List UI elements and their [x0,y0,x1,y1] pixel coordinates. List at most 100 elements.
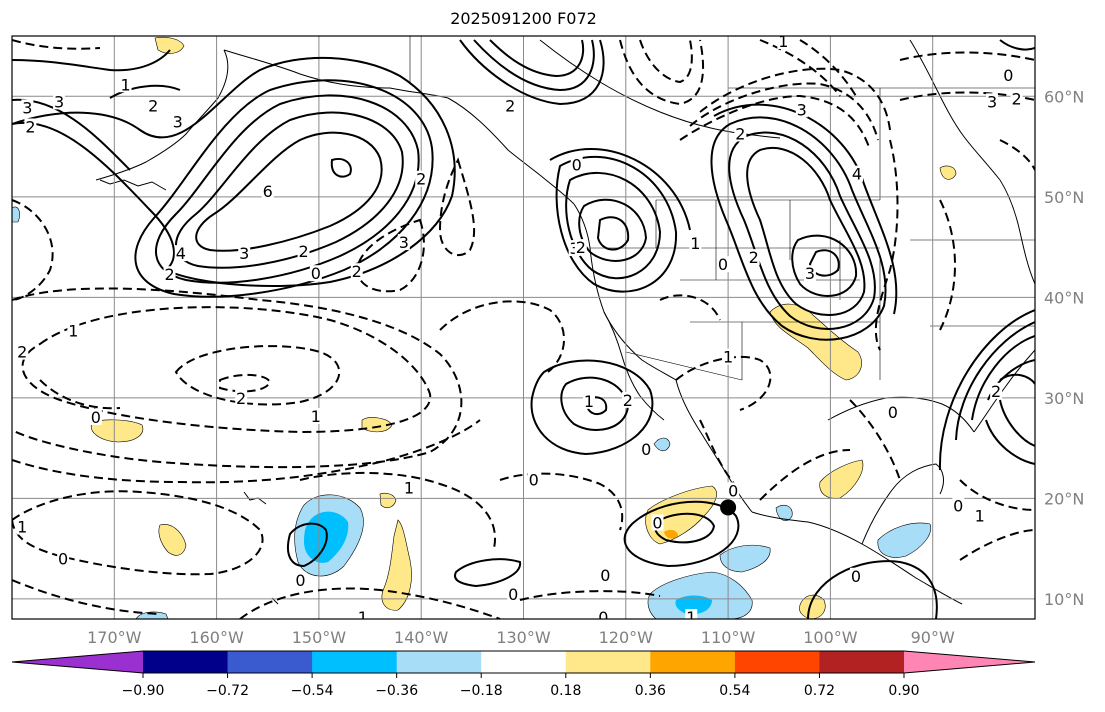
positive-anomaly-patch [90,419,144,443]
contour-label-bg [171,113,184,130]
contour-label-bg [397,234,410,251]
contour-label-bg [886,403,899,420]
contour-label-bg [651,514,664,531]
anomaly-shading [12,36,957,619]
positive-contour [555,155,678,293]
contour-label: 3 [173,112,183,131]
contour-label: 0 [598,608,608,627]
contour-label: 0 [641,440,651,459]
lat-tick-label: 10°N [1044,590,1084,609]
contour-label: 2 [991,382,1001,401]
contour-label: 3 [797,100,807,119]
positive-contour [549,148,691,231]
negative-contour [799,39,857,97]
positive-contour [938,309,1035,471]
positive-contour [999,39,1035,51]
positive-contour [728,131,876,330]
colorbar-tick-label: 0.18 [550,683,581,699]
colorbar-tick-label: 0.72 [804,683,835,699]
negative-contour [39,379,121,410]
positive-anomaly-patch [158,524,187,556]
contour-label-bg [67,322,80,339]
colorbar-tick-label: −0.36 [375,683,418,699]
positive-contour [454,558,522,588]
contour-label-bg [777,36,790,50]
negative-anomaly-patch [775,504,793,521]
colorbar-tick-label: 0.90 [888,683,919,699]
positive-contour [985,419,1035,465]
contour-label: 0 [58,550,68,569]
lat-tick-label: 40°N [1044,288,1084,307]
negative-contour [849,399,901,481]
contour-label: 4 [176,244,186,263]
negative-contour [759,39,841,97]
positive-contour [195,131,383,252]
contour-label: 2 [505,96,515,115]
contour-label: 3 [987,92,997,111]
colorbar-tick-label: −0.18 [460,683,503,699]
contour-label: 6 [263,182,273,201]
negative-contour [939,199,956,331]
contour-label-bg [147,97,160,114]
contour-label-bg [597,608,610,619]
contour-label-bg [570,156,583,173]
contour-label-bg [294,571,307,588]
contour-label-bg [1002,67,1015,84]
storm-center-marker [720,499,737,516]
contour-label-bg [574,239,587,256]
contour-label: 2 [148,96,158,115]
negative-anomaly-patch [719,544,771,573]
negative-contour [679,94,871,151]
contour-label-bg [119,76,132,93]
positive-contour [807,560,938,619]
contour-label-bg [415,170,428,187]
contour-label: 1 [68,322,78,341]
negative-contour [899,51,1035,61]
positive-anomaly-patch [769,303,862,381]
contour-label: 0 [953,496,963,515]
positive-contour [12,49,171,72]
colorbar-bin [565,651,651,673]
contour-label: 1 [17,518,27,537]
colorbar-tick-label: −0.54 [291,683,334,699]
positive-contour [596,216,630,251]
contour-label: 2 [236,389,246,408]
positive-contour [154,94,420,284]
contour-label: 1 [778,32,788,51]
positive-anomaly-patch [379,492,397,509]
lon-tick-label: 110°W [701,628,756,647]
lon-tick-label: 90°W [911,628,955,647]
positive-contour [12,56,456,287]
contour-label: 1 [690,234,700,253]
negative-anomaly-patch [877,522,932,558]
positive-contour [330,158,352,178]
contour-label-bg [309,407,322,424]
contour-label-bg [24,118,37,135]
contour-label: 1 [975,506,985,525]
positive-anomaly-patch [154,36,185,54]
contour-label-bg [504,97,517,114]
positive-contour [175,111,404,269]
positive-contour [746,147,866,317]
colorbar-labels: −0.90 −0.72 −0.54 −0.36 −0.18 0.18 0.36 0.54 0.7… [122,673,920,699]
colorbar-bin [650,651,736,673]
positive-contour [999,399,1035,447]
contour-label-bg [53,93,66,110]
lat-tick-label: 30°N [1044,389,1084,408]
contour-label: 0 [888,403,898,422]
contour-label: 1 [723,348,733,367]
lon-tick-label: 100°W [803,628,858,647]
contour-label-bg [507,585,520,602]
contour-label: 0 [508,585,518,604]
contour-label: 2 [352,262,362,281]
longitude-labels: 170°W 160°W 150°W 140°W 130°W 120°W 110°W 100°W… [87,628,955,647]
contour-label: 3 [239,244,249,263]
contour-label: 0 [718,255,728,274]
contour-label-bg [621,391,634,408]
positive-contour [134,79,434,298]
contour-label-bg [261,182,274,199]
contour-label-bg [990,382,1003,399]
colorbar-extend-high [904,651,1035,673]
negative-contour [959,479,1035,511]
